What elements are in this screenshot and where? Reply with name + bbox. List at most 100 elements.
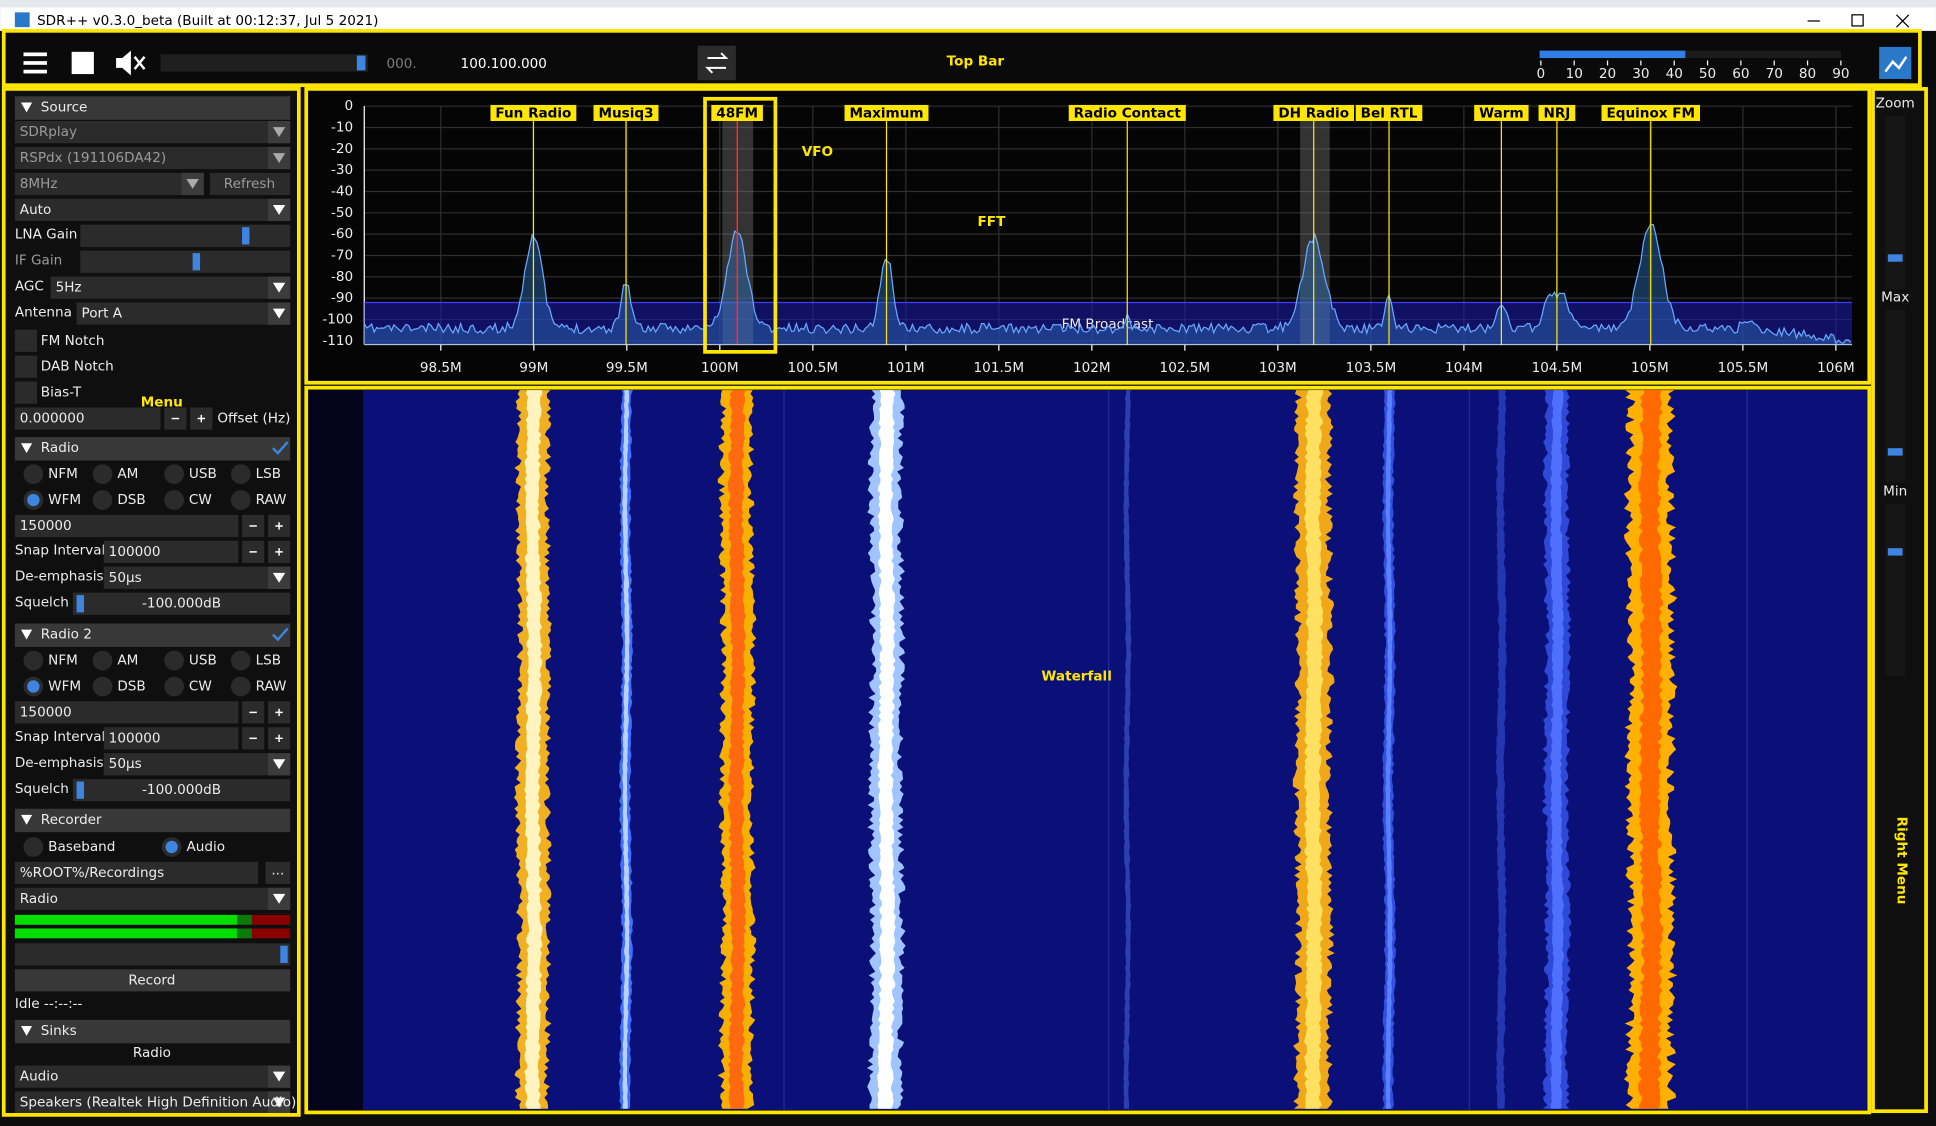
volume-slider[interactable]: [160, 54, 368, 72]
swap-button[interactable]: [697, 45, 736, 81]
bandwidth-input[interactable]: [14, 701, 239, 724]
vertical-slider[interactable]: [1885, 503, 1906, 677]
collapsing-header[interactable]: [14, 437, 291, 461]
fft-x-tick-label: 100.5M: [788, 360, 839, 376]
fft-x-tick-label: 102M: [1073, 360, 1111, 376]
maximize-button[interactable]: [1851, 14, 1864, 27]
radio-button[interactable]: [23, 837, 44, 857]
radio-button[interactable]: [164, 464, 184, 484]
fft-y-tick-label: -20: [331, 141, 353, 157]
combo-arrow: [272, 759, 286, 770]
slider-grab: [76, 781, 84, 799]
samplerate-combo[interactable]: [14, 172, 204, 196]
station-label-bg[interactable]: [1601, 104, 1700, 121]
close-button[interactable]: [1896, 14, 1910, 28]
station-label-bg[interactable]: [1273, 104, 1354, 121]
antenna-combo[interactable]: [76, 302, 291, 325]
vertical-slider[interactable]: [1885, 116, 1906, 289]
deemphasis-combo[interactable]: [103, 566, 291, 589]
vertical-slider[interactable]: [1885, 309, 1906, 483]
browse-button[interactable]: [265, 861, 291, 885]
combo-arrow: [186, 179, 199, 189]
checkbox[interactable]: [14, 355, 38, 378]
deemphasis-combo-text: 50µs: [109, 756, 142, 772]
station-label-bg[interactable]: [593, 104, 659, 121]
refresh-button[interactable]: [209, 172, 291, 196]
squelch-slider[interactable]: [72, 592, 291, 615]
mute-button[interactable]: [116, 50, 131, 76]
annotation-frame: [1, 87, 301, 1117]
sink-stream-name: Radio: [133, 1045, 171, 1061]
waterfall-signal-core: [1549, 390, 1565, 1109]
combo-arrow: [272, 127, 286, 138]
radio-button[interactable]: [164, 490, 184, 510]
radio-button[interactable]: [92, 650, 113, 671]
collapsing-header[interactable]: [14, 623, 291, 647]
snap-input-text: 100000: [109, 544, 161, 560]
squelch-slider[interactable]: [72, 779, 291, 802]
radio-button[interactable]: [92, 490, 113, 510]
radio-button[interactable]: [92, 464, 113, 484]
radio-button[interactable]: [23, 650, 44, 671]
radio-button[interactable]: [230, 650, 251, 671]
bandwidth-input[interactable]: [14, 514, 239, 538]
offset-input[interactable]: [14, 407, 161, 430]
deemphasis-combo[interactable]: [103, 753, 291, 776]
slider-label: Squelch: [15, 595, 69, 611]
station-label-bg[interactable]: [1355, 104, 1423, 121]
fft-x-tick-label: 103M: [1259, 360, 1297, 376]
collapsing-header[interactable]: [14, 808, 291, 833]
station-label-bg[interactable]: [1538, 104, 1576, 121]
fft-y-tick-label: -10: [331, 120, 353, 136]
fft-y-tick-label: -50: [331, 205, 353, 221]
frequency-prefix: 000.: [386, 56, 416, 72]
lna-gain-slider[interactable]: [80, 224, 291, 247]
menu-icon-bar[interactable]: [23, 61, 47, 65]
agc-combo[interactable]: [50, 276, 291, 299]
collapsing-header[interactable]: [14, 1019, 291, 1044]
radio-label: DSB: [117, 492, 145, 508]
slider-grab: [280, 945, 288, 964]
radio-button[interactable]: [164, 676, 184, 697]
combo-label: AGC: [15, 278, 44, 294]
stop-button[interactable]: [71, 51, 94, 75]
radio-button[interactable]: [230, 490, 251, 510]
collapsing-header[interactable]: [14, 96, 291, 120]
station-label-bg[interactable]: [1068, 104, 1186, 121]
radio-button[interactable]: [92, 676, 113, 697]
gain-mode-combo[interactable]: [14, 198, 291, 222]
radio-button[interactable]: [23, 464, 44, 484]
serial-combo[interactable]: [14, 146, 291, 170]
record-volume-slider[interactable]: [14, 943, 291, 966]
snr-tick-label: 40: [1666, 66, 1683, 82]
device-combo[interactable]: [14, 120, 291, 144]
station-label-bg[interactable]: [711, 104, 763, 121]
sink-device-combo[interactable]: [14, 1091, 291, 1114]
snap-input[interactable]: [103, 727, 239, 750]
band-plan: [364, 302, 1853, 345]
station-label-bg[interactable]: [1474, 104, 1529, 121]
record-button[interactable]: [14, 969, 291, 992]
radio-button[interactable]: [164, 650, 184, 671]
header-text: Radio: [41, 440, 79, 456]
if-gain-slider[interactable]: [80, 250, 291, 273]
checkbox[interactable]: [14, 329, 38, 352]
sink-combo[interactable]: [14, 1065, 291, 1088]
snr-tick-label: 90: [1832, 66, 1849, 82]
station-label-bg[interactable]: [490, 104, 577, 121]
right-menu-label: Zoom: [1876, 96, 1915, 112]
stream-combo[interactable]: [14, 887, 291, 910]
station-label-bg[interactable]: [844, 104, 929, 121]
menu-icon-bar[interactable]: [23, 52, 47, 57]
fft-y-tick-label: 0: [345, 98, 354, 114]
bandwidth-input-text: 150000: [20, 518, 72, 534]
checkbox[interactable]: [14, 381, 38, 404]
combo-label: De-emphasis: [15, 569, 104, 585]
menu-icon-bar[interactable]: [23, 69, 47, 74]
snap-input-text: 100000: [109, 730, 161, 746]
radio-button[interactable]: [230, 464, 251, 484]
snap-input[interactable]: [103, 540, 239, 563]
path-input[interactable]: [14, 861, 259, 885]
checkbox-label: DAB Notch: [41, 359, 114, 375]
radio-button[interactable]: [230, 676, 251, 697]
